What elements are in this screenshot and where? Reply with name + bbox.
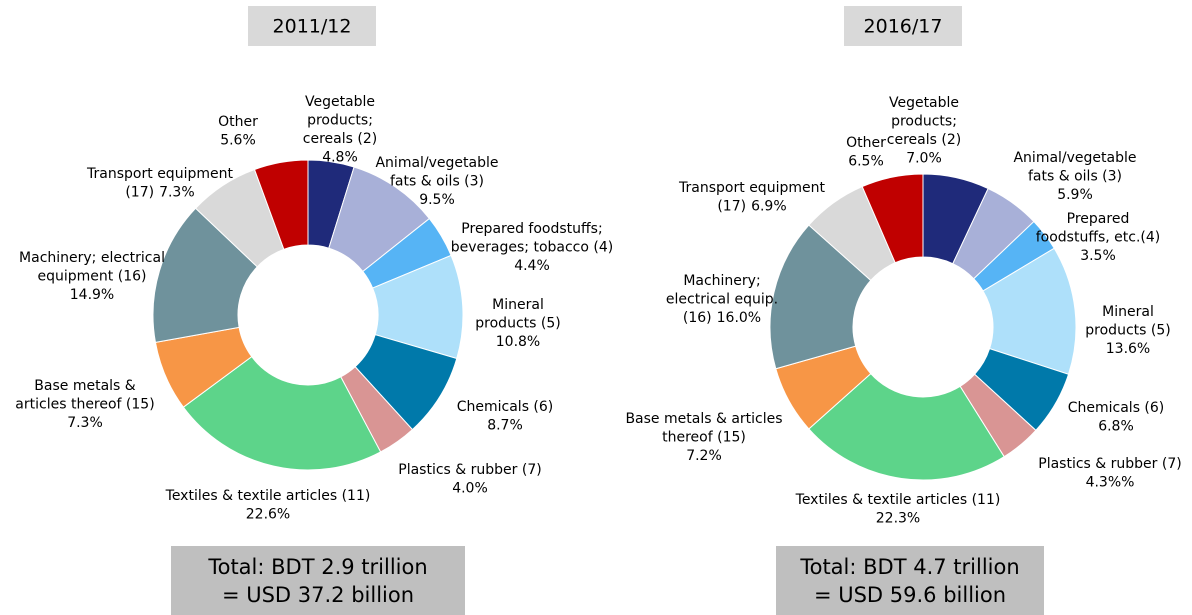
label-line: electrical equip. (666, 292, 778, 308)
label-line: cereals (2) (303, 131, 377, 147)
value-label: 6.5% (848, 154, 884, 170)
label-line: Other (218, 114, 258, 130)
label-line: Base metals & (34, 378, 135, 394)
value-label: 7.2% (686, 448, 722, 464)
donut-slice (253, 159, 309, 250)
slice-label: Other (218, 114, 258, 130)
slice-label: Prepared foodstuffs, etc.(4) (1036, 211, 1161, 246)
value-label: 7.0% (906, 151, 942, 167)
value-label: 13.6% (1106, 341, 1150, 357)
title-box (248, 6, 376, 46)
slice-label: Mineral products (5) (1085, 304, 1170, 339)
label-line: Prepared foodstuffs; (461, 221, 602, 237)
label-line: (17) (125, 185, 154, 201)
value-label: 5.9% (1057, 187, 1093, 203)
label-line: Textiles & textile articles (11) (165, 488, 371, 504)
value-label: 4.0% (452, 481, 488, 497)
label-line: Machinery; (683, 273, 760, 289)
label-line: thereof (15) (662, 430, 746, 446)
value-label: 4.4% (514, 258, 550, 274)
slice-label: Base metals & articles thereof (15) (625, 411, 782, 446)
slice-label: Machinery; electrical equip. (16) (666, 273, 778, 326)
total-note: = USD 37.2 billion (222, 583, 414, 607)
chart-title: 2011/12 (273, 16, 352, 38)
label-line: Chemicals (6) (457, 399, 554, 415)
slice-label: Vegetable products; cereals (2) (887, 95, 961, 148)
chart-title: 2016/17 (864, 16, 943, 38)
label-line: cereals (2) (887, 132, 961, 148)
value-label: 9.5% (419, 192, 455, 208)
value-label: 3.5% (1080, 248, 1116, 264)
label-line: fats & oils (3) (1028, 169, 1122, 185)
label-line: Prepared (1067, 211, 1130, 227)
label-line: articles thereof (15) (15, 397, 154, 413)
label-line: Mineral (492, 297, 544, 313)
label-line: products (5) (475, 316, 560, 332)
label-line: fats & oils (3) (390, 174, 484, 190)
slice-label: Plastics & rubber (7) (1038, 456, 1181, 472)
slice-label: Mineral products (5) (475, 297, 560, 332)
slice-label: Transport equipment (17) (678, 180, 825, 215)
value-label: 8.7% (487, 418, 523, 434)
total-box (776, 546, 1044, 615)
donut-slice (152, 207, 258, 343)
total-note: Total: BDT 2.9 trillion (207, 555, 427, 579)
label-line: (17) (717, 199, 746, 215)
value-label: 7.3% (67, 415, 103, 431)
slice-label: Textiles & textile articles (11) (165, 488, 371, 504)
donut-slice (182, 355, 382, 471)
title-box (844, 6, 962, 46)
slice-label: Transport equipment (17) (86, 166, 233, 201)
label-line: equipment (16) (38, 269, 147, 285)
slice-label: Plastics & rubber (7) (398, 462, 541, 478)
label-line: Chemicals (6) (1068, 400, 1165, 416)
slice-label: Animal/vegetable fats & oils (3) (1013, 150, 1136, 185)
value-label: 5.6% (220, 133, 256, 149)
value-label: 4.8% (322, 150, 358, 166)
value-label: 6.8% (1098, 419, 1134, 435)
label-line: beverages; tobacco (4) (451, 240, 613, 256)
label-line: Transport equipment (678, 180, 825, 196)
label-line: Base metals & articles (625, 411, 782, 427)
label-line: Vegetable (305, 94, 375, 110)
slice-label: Prepared foodstuffs; beverages; tobacco (… (451, 221, 613, 256)
value-label: 16.0% (717, 310, 761, 326)
label-line: foodstuffs, etc.(4) (1036, 230, 1161, 246)
label-line: Vegetable (889, 95, 959, 111)
slice-label: Chemicals (6) (1068, 400, 1165, 416)
label-line: Animal/vegetable (1013, 150, 1136, 166)
slice-label: Textiles & textile articles (11) (795, 492, 1001, 508)
label-line: Mineral (1102, 304, 1154, 320)
value-label: 22.3% (876, 511, 920, 527)
label-line: products; (891, 114, 957, 130)
slice-label: Other (846, 135, 886, 151)
total-box (171, 546, 465, 615)
label-line: Plastics & rubber (7) (398, 462, 541, 478)
label-line: Other (846, 135, 886, 151)
value-label: 7.3% (159, 185, 195, 201)
label-line: products (5) (1085, 323, 1170, 339)
slice-label: Vegetable products; cereals (2) (303, 94, 377, 147)
slice-label: Animal/vegetable fats & oils (3) (375, 155, 498, 190)
slice-label: Machinery; electrical equipment (16) (19, 250, 165, 285)
donut-slice (861, 173, 924, 264)
label-line: Transport equipment (86, 166, 233, 182)
value-label: 22.6% (246, 507, 290, 523)
donut-slice (808, 372, 1005, 481)
value-label: 10.8% (496, 334, 540, 350)
slice-label: Chemicals (6) (457, 399, 554, 415)
label-line: Machinery; electrical (19, 250, 165, 266)
label-line: Textiles & textile articles (11) (795, 492, 1001, 508)
value-label: 6.9% (751, 199, 787, 215)
value-label: 14.9% (70, 287, 114, 303)
slice-label: Base metals & articles thereof (15) (15, 378, 154, 413)
label-line: products; (307, 113, 373, 129)
label-line: (16) (683, 310, 712, 326)
total-note: = USD 59.6 billion (814, 583, 1006, 607)
total-note: Total: BDT 4.7 trillion (799, 555, 1019, 579)
value-label: 4.3%% (1086, 475, 1135, 491)
label-line: Animal/vegetable (375, 155, 498, 171)
label-line: Plastics & rubber (7) (1038, 456, 1181, 472)
